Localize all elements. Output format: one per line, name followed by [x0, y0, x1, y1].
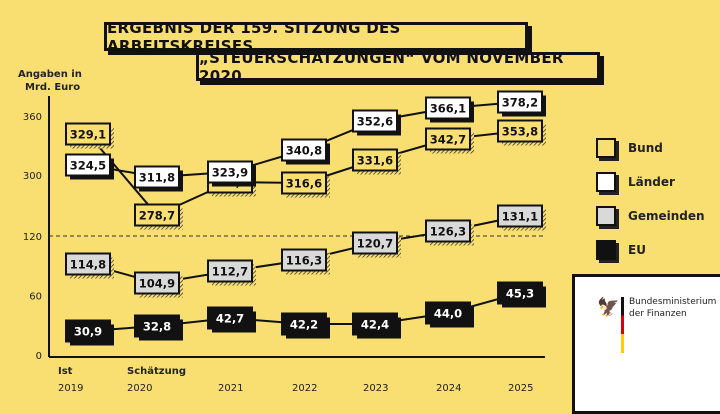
data-point-Länder [425, 96, 471, 120]
legend-label: Bund [628, 141, 663, 155]
data-point-Gemeinden [281, 248, 327, 272]
y-tick-label: 360 [23, 112, 42, 123]
logo-line-2: der Finanzen [629, 309, 687, 319]
data-label: 340,8 [286, 144, 322, 158]
data-point-Bund [281, 171, 327, 195]
data-point-Gemeinden [65, 252, 111, 276]
flag-stripe [621, 297, 624, 353]
data-point-Länder [207, 160, 253, 184]
legend-swatch [596, 172, 616, 192]
data-point-Länder [497, 90, 543, 114]
legend-label: Länder [628, 175, 675, 189]
data-point-EU [497, 281, 543, 305]
data-label: 316,6 [286, 177, 322, 191]
data-label: 324,5 [70, 159, 106, 173]
data-point-EU [352, 312, 398, 336]
data-point-Gemeinden [425, 219, 471, 243]
data-label: 352,6 [357, 115, 393, 129]
eagle-icon: 🦅 [597, 297, 620, 318]
legend-label: EU [628, 243, 646, 257]
data-point-Gemeinden [352, 231, 398, 255]
x-tick-label: 2022 [292, 383, 317, 394]
legend-item: Gemeinden [596, 206, 705, 226]
title-line-1: ERGEBNIS DER 159. SITZUNG DES ARBEITSKRE… [104, 19, 528, 55]
data-point-EU [281, 312, 327, 336]
data-point-Bund [425, 127, 471, 151]
data-label: 131,1 [502, 210, 538, 224]
bmf-logo: 🦅 Bundesministerium der Finanzen [572, 274, 720, 414]
data-point-Bund [65, 122, 111, 146]
data-point-Bund [497, 119, 543, 143]
data-point-EU [207, 306, 253, 330]
x-tick-label: 2021 [218, 383, 243, 394]
y-tick-label: 120 [23, 232, 42, 243]
data-label: 44,0 [434, 307, 462, 321]
legend-item: EU [596, 240, 646, 260]
y-tick-label: 300 [23, 171, 42, 182]
data-label: 42,2 [290, 318, 318, 332]
data-label: 45,3 [506, 287, 534, 301]
y-tick-label: 60 [29, 292, 42, 303]
data-label: 30,9 [74, 325, 102, 339]
data-label: 378,2 [502, 96, 538, 110]
logo-line-1: Bundesministerium [629, 297, 717, 307]
data-point-Gemeinden [207, 259, 253, 283]
data-label: 104,9 [139, 277, 175, 291]
ylabel-2: Mrd. Euro [25, 82, 80, 93]
data-label: 353,8 [502, 125, 538, 139]
data-label: 120,7 [357, 237, 393, 251]
data-label: 126,3 [430, 225, 466, 239]
data-point-Länder [352, 109, 398, 133]
data-label: 42,4 [361, 318, 389, 332]
data-label: 323,9 [212, 166, 248, 180]
data-label: 112,7 [212, 265, 248, 279]
data-point-Bund [352, 148, 398, 172]
x-tick-label: 2020 [127, 383, 152, 394]
data-label: 342,7 [430, 133, 466, 147]
data-label: 278,7 [139, 209, 175, 223]
x-prefix-label: Schätzung [127, 366, 186, 377]
legend-label: Gemeinden [628, 209, 705, 223]
data-point-EU [65, 319, 111, 343]
x-tick-label: 2024 [436, 383, 461, 394]
data-label: 116,3 [286, 254, 322, 268]
x-tick-label: 2025 [508, 383, 533, 394]
legend-swatch [596, 240, 616, 260]
data-label: 331,6 [357, 154, 393, 168]
legend-swatch [596, 138, 616, 158]
legend-item: Länder [596, 172, 675, 192]
data-label: 329,1 [70, 128, 106, 142]
title-line-2: „STEUERSCHÄTZUNGEN“ VOM NOVEMBER 2020 [196, 49, 600, 85]
data-point-Gemeinden [134, 271, 180, 295]
data-point-Gemeinden [497, 204, 543, 228]
data-label: 366,1 [430, 102, 466, 116]
y-tick-label: 0 [36, 351, 42, 362]
data-point-EU [134, 314, 180, 338]
x-prefix-label: Ist [58, 366, 73, 377]
data-point-EU [425, 301, 471, 325]
data-point-Länder [281, 138, 327, 162]
legend-swatch [596, 206, 616, 226]
x-tick-label: 2023 [363, 383, 388, 394]
data-point-Bund [134, 203, 180, 227]
data-label: 32,8 [143, 320, 171, 334]
data-point-Länder [65, 153, 111, 177]
ylabel-1: Angaben in [18, 69, 82, 80]
data-label: 42,7 [216, 312, 244, 326]
x-tick-label: 2019 [58, 383, 83, 394]
data-label: 311,8 [139, 171, 175, 185]
legend-item: Bund [596, 138, 663, 158]
data-label: 114,8 [70, 258, 106, 272]
data-point-Länder [134, 165, 180, 189]
